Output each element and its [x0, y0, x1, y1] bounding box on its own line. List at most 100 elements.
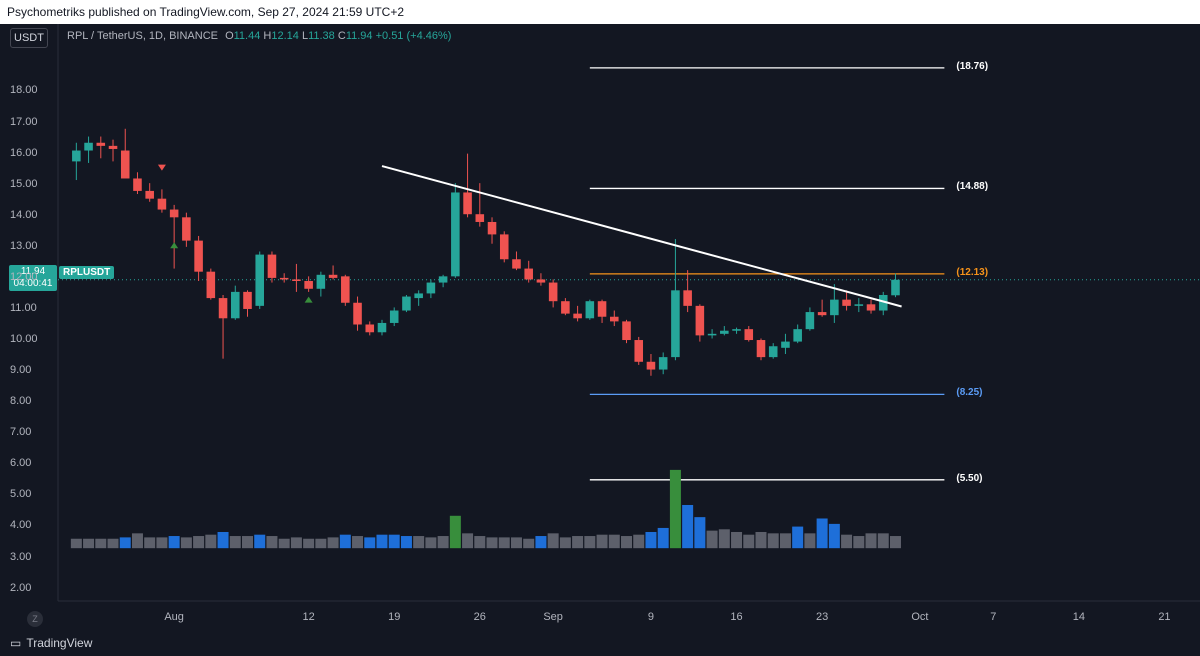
volume-bar: [633, 534, 645, 549]
volume-bar: [645, 531, 657, 549]
candle-body: [817, 312, 827, 316]
x-tick-label: 9: [647, 611, 655, 623]
level-label: (18.76): [956, 60, 989, 72]
candle-body: [646, 361, 656, 370]
tradingview-logo-icon: ▭: [10, 636, 22, 650]
volume-bar: [755, 531, 767, 549]
legend-l-label: L: [301, 30, 309, 42]
candle-body: [475, 214, 485, 222]
volume-bar: [315, 538, 327, 549]
candle-body: [585, 301, 595, 319]
volume-bar: [180, 537, 192, 549]
volume-bar: [853, 536, 865, 549]
chart-canvas[interactable]: [0, 24, 1200, 656]
candle-body: [353, 302, 362, 325]
volume-bar: [621, 536, 633, 549]
candle-body: [524, 268, 533, 280]
candle-body: [145, 190, 154, 199]
current-price-value: 11.94: [20, 266, 46, 277]
volume-bar: [804, 533, 816, 549]
volume-bar: [792, 526, 804, 549]
volume-bar: [303, 538, 315, 549]
legend-h-label: H: [263, 30, 272, 42]
candle-body: [487, 221, 497, 235]
candle-body: [255, 254, 265, 306]
candle-body: [463, 192, 472, 215]
x-tick-label: Sep: [543, 611, 563, 623]
level-label: (14.88): [956, 181, 989, 193]
volume-bar: [437, 536, 449, 549]
x-tick-label: 21: [1158, 611, 1171, 623]
candle-body: [328, 274, 338, 278]
volume-bar: [413, 536, 425, 549]
candle-body: [634, 340, 644, 362]
trendline: [381, 165, 902, 308]
y-tick-label: 7.00: [10, 426, 32, 439]
candle-body: [732, 329, 741, 331]
reset-zoom-button[interactable]: Z: [27, 611, 43, 627]
legend-low: 11.38: [308, 30, 335, 42]
volume-bar: [425, 537, 437, 549]
candle-body: [377, 322, 387, 333]
volume-bar: [388, 534, 400, 549]
candle-body: [805, 312, 815, 330]
x-tick-label: 12: [302, 611, 315, 623]
x-tick-label: Oct: [911, 611, 929, 623]
candle-body: [279, 277, 289, 280]
volume-bar: [254, 534, 266, 549]
candle-body: [414, 293, 423, 299]
bar-countdown: 04:00:41: [13, 278, 53, 289]
y-tick-label: 6.00: [10, 457, 32, 470]
volume-bar: [584, 536, 596, 549]
x-tick-label: 23: [815, 611, 829, 623]
volume-bar: [339, 534, 351, 549]
y-tick-label: 8.00: [10, 395, 32, 408]
volume-bar: [70, 538, 82, 549]
volume-bar: [523, 538, 535, 549]
volume-bar: [889, 536, 901, 549]
candle-body: [292, 279, 301, 282]
volume-bar: [608, 534, 620, 549]
volume-bar: [449, 515, 461, 549]
buy-signal-icon: [170, 242, 179, 249]
sell-signal-icon: [157, 164, 166, 171]
publisher-text: Psychometriks published on TradingView.c…: [7, 5, 405, 19]
candle-body: [878, 294, 888, 311]
candle-body: [561, 301, 570, 314]
candle-body: [218, 298, 228, 319]
volume-bar: [327, 537, 339, 549]
volume-bar: [131, 533, 143, 549]
candle-body: [402, 296, 411, 311]
candle-body: [341, 276, 350, 303]
x-tick-label: 26: [473, 611, 486, 623]
legend-high: 12.14: [271, 30, 299, 42]
volume-bar: [144, 537, 156, 549]
candle-body: [707, 333, 717, 336]
candle-body: [182, 217, 191, 241]
volume-bar: [498, 537, 510, 549]
y-tick-label: 13.00: [10, 239, 38, 252]
candle-body: [96, 142, 106, 146]
candle-body: [304, 281, 313, 289]
x-tick-label: 7: [990, 611, 997, 623]
legend-o-label: O: [225, 30, 234, 42]
volume-bar: [694, 517, 706, 549]
y-tick-label: 12.00: [10, 270, 38, 283]
currency-button[interactable]: USDT: [10, 28, 48, 48]
volume-bar: [779, 533, 791, 549]
candle-body: [365, 324, 375, 333]
y-tick-label: 2.00: [10, 581, 32, 594]
volume-bar: [95, 538, 107, 549]
candle-body: [194, 240, 203, 272]
candle-body: [316, 274, 326, 289]
y-tick-label: 4.00: [10, 519, 32, 532]
volume-bar: [669, 469, 681, 549]
volume-bar: [376, 534, 388, 549]
volume-bar: [572, 536, 584, 549]
volume-bar: [290, 537, 302, 549]
y-tick-label: 10.00: [10, 333, 38, 346]
candle-body: [426, 282, 436, 294]
candle-body: [658, 357, 668, 370]
volume-bar: [816, 518, 828, 549]
volume-bar: [193, 536, 205, 549]
